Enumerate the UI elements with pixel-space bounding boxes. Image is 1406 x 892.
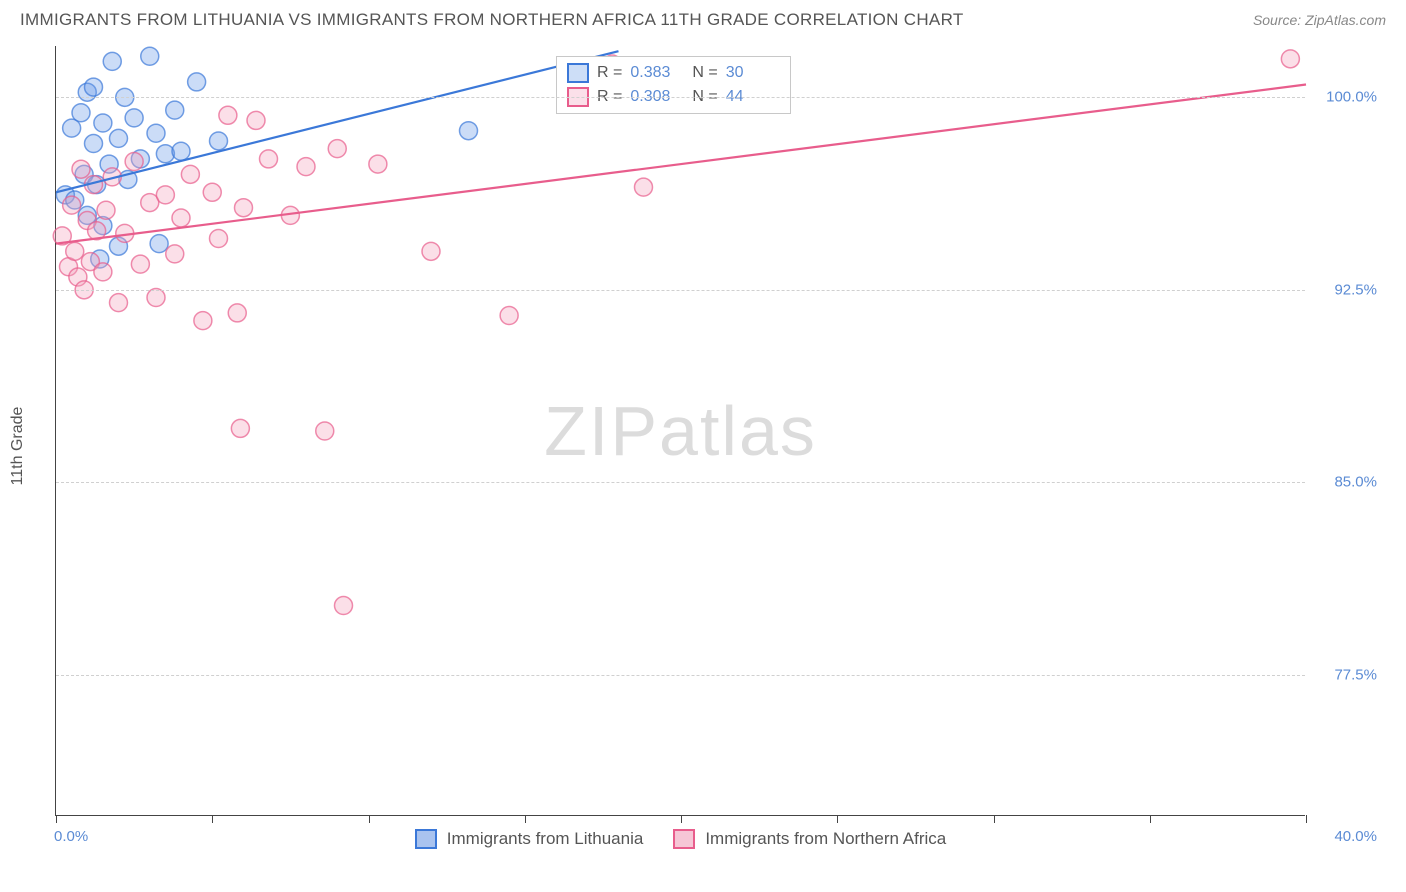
data-point (188, 73, 206, 91)
data-point (247, 111, 265, 129)
data-point (635, 178, 653, 196)
data-point (297, 158, 315, 176)
data-point (369, 155, 387, 173)
data-point (316, 422, 334, 440)
data-point (1281, 50, 1299, 68)
data-point (110, 129, 128, 147)
x-tick (369, 815, 370, 823)
scatter-svg (56, 46, 1306, 816)
legend-r-label: R = (597, 64, 622, 82)
data-point (194, 312, 212, 330)
legend-label: Immigrants from Northern Africa (705, 829, 946, 849)
data-point (203, 183, 221, 201)
y-tick-label: 92.5% (1313, 281, 1377, 298)
legend-n-value: 30 (726, 64, 780, 82)
data-point (228, 304, 246, 322)
data-point (328, 140, 346, 158)
data-point (131, 255, 149, 273)
data-point (103, 52, 121, 70)
legend-row: R = 0.383 N = 30 (567, 61, 780, 85)
x-tick (1150, 815, 1151, 823)
x-max-label: 40.0% (1334, 828, 1377, 845)
data-point (422, 242, 440, 260)
data-point (231, 419, 249, 437)
x-tick (56, 815, 57, 823)
data-point (150, 235, 168, 253)
data-point (335, 597, 353, 615)
gridline-h (56, 675, 1305, 676)
data-point (85, 135, 103, 153)
legend-item: Immigrants from Northern Africa (673, 829, 946, 849)
data-point (219, 106, 237, 124)
legend-item: Immigrants from Lithuania (415, 829, 644, 849)
legend-swatch (673, 829, 695, 849)
x-tick (994, 815, 995, 823)
x-tick (525, 815, 526, 823)
data-point (72, 160, 90, 178)
data-point (166, 245, 184, 263)
data-point (110, 294, 128, 312)
data-point (125, 153, 143, 171)
data-point (500, 307, 518, 325)
data-point (94, 263, 112, 281)
data-point (235, 199, 253, 217)
x-tick (681, 815, 682, 823)
data-point (141, 47, 159, 65)
y-tick-label: 100.0% (1313, 89, 1377, 106)
gridline-h (56, 482, 1305, 483)
data-point (156, 186, 174, 204)
data-point (210, 230, 228, 248)
plot-area: ZIPatlas R =0.383N =30R =0.308N =44 77.5… (55, 46, 1305, 816)
correlation-legend: R =0.383N =30R =0.308N =44 (556, 56, 791, 114)
data-point (181, 165, 199, 183)
x-tick (212, 815, 213, 823)
legend-swatch (567, 63, 589, 83)
data-point (97, 201, 115, 219)
x-tick (1306, 815, 1307, 823)
data-point (166, 101, 184, 119)
data-point (125, 109, 143, 127)
x-tick (837, 815, 838, 823)
data-point (94, 114, 112, 132)
series-legend: Immigrants from Lithuania Immigrants from… (56, 829, 1305, 849)
y-axis-label: 11th Grade (9, 407, 27, 486)
legend-n-label: N = (692, 64, 717, 82)
legend-label: Immigrants from Lithuania (447, 829, 644, 849)
y-tick-label: 85.0% (1313, 474, 1377, 491)
data-point (66, 242, 84, 260)
data-point (147, 289, 165, 307)
legend-r-value: 0.383 (630, 64, 684, 82)
source-attribution: Source: ZipAtlas.com (1253, 12, 1386, 28)
gridline-h (56, 290, 1305, 291)
data-point (72, 104, 90, 122)
data-point (260, 150, 278, 168)
chart-container: ZIPatlas R =0.383N =30R =0.308N =44 77.5… (55, 46, 1385, 816)
data-point (63, 196, 81, 214)
data-point (210, 132, 228, 150)
gridline-h (56, 97, 1305, 98)
legend-swatch (415, 829, 437, 849)
data-point (147, 124, 165, 142)
y-tick-label: 77.5% (1313, 666, 1377, 683)
data-point (172, 209, 190, 227)
data-point (460, 122, 478, 140)
data-point (172, 142, 190, 160)
data-point (85, 78, 103, 96)
chart-title: IMMIGRANTS FROM LITHUANIA VS IMMIGRANTS … (20, 10, 964, 30)
